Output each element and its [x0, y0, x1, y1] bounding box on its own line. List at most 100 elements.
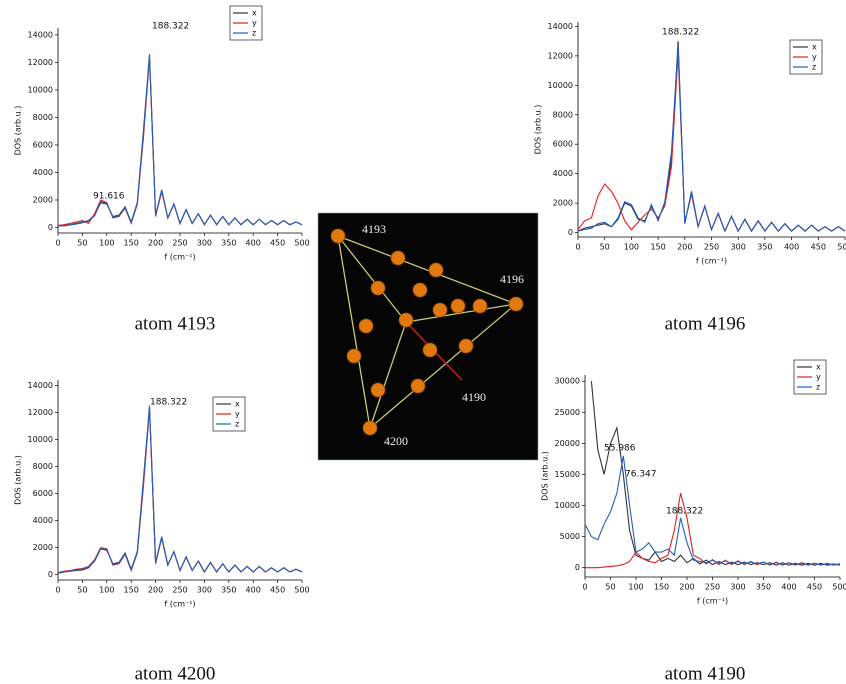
x-tick-label: 250: [172, 586, 187, 595]
x-tick-label: 400: [784, 243, 799, 252]
x-tick-label: 500: [832, 583, 846, 592]
x-tick-label: 350: [757, 243, 772, 252]
y-tick-label: 10000: [555, 501, 580, 510]
atom: [432, 302, 448, 318]
annotation: 188.322: [150, 398, 187, 408]
x-tick-label: 150: [124, 586, 139, 595]
annotation: 188.322: [662, 28, 699, 38]
x-tick-label: 500: [837, 243, 846, 252]
x-tick-label: 500: [294, 239, 309, 248]
legend-label: z: [816, 383, 820, 392]
atom: [422, 342, 438, 358]
y-tick-label: 5000: [560, 532, 580, 541]
inner-edge: [369, 321, 407, 429]
x-tick-label: 300: [730, 583, 745, 592]
chart: 0 2000 4000 6000 8000 10000 12000 14000 0 50 100 15…: [534, 22, 846, 334]
x-tick-label: 450: [270, 239, 285, 248]
atom: [458, 338, 474, 354]
y-tick-label: 14000: [548, 22, 573, 31]
y-tick-label: 8000: [33, 113, 53, 122]
y-tick-label: 10000: [28, 85, 53, 94]
y-tick-label: 20000: [555, 439, 580, 448]
x-tick-label: 0: [582, 583, 587, 592]
legend-label: z: [252, 29, 256, 38]
x-tick-label: 300: [731, 243, 746, 252]
atom-label: 4196: [500, 272, 524, 286]
atom: [398, 312, 414, 328]
legend-label: x: [812, 43, 817, 52]
x-tick-label: 450: [807, 583, 822, 592]
chart: 0 5000 10000 15000 20000 25000 30000 0 50 100 150 2…: [541, 359, 846, 684]
atom: [358, 318, 374, 334]
legend-label: z: [812, 63, 816, 72]
legend-label: x: [235, 400, 240, 409]
y-tick-label: 0: [575, 563, 580, 572]
annotation: 55.986: [604, 444, 636, 454]
atom: [508, 296, 524, 312]
atom-label: 4190: [462, 390, 486, 404]
y-tick-label: 12000: [28, 58, 53, 67]
y-tick-label: 6000: [553, 140, 573, 149]
caption: atom 4193: [135, 313, 216, 334]
x-tick-label: 0: [55, 586, 60, 595]
x-tick-label: 50: [77, 586, 87, 595]
x-tick-label: 400: [781, 583, 796, 592]
x-tick-label: 400: [246, 239, 261, 248]
y-tick-label: 0: [48, 223, 53, 232]
x-tick-label: 150: [124, 239, 139, 248]
x-tick-label: 300: [197, 586, 212, 595]
atom: [472, 298, 488, 314]
legend-label: y: [816, 373, 821, 382]
x-tick-label: 100: [99, 586, 114, 595]
series-line: [57, 405, 303, 574]
x-tick-label: 350: [221, 586, 236, 595]
series-line: [585, 492, 841, 569]
x-tick-label: 200: [148, 239, 163, 248]
x-tick-label: 0: [575, 243, 580, 252]
y-tick-label: 8000: [33, 462, 53, 471]
x-tick-label: 50: [605, 583, 615, 592]
legend-label: y: [252, 19, 257, 28]
x-tick-label: 350: [756, 583, 771, 592]
outer-triangle: [337, 234, 518, 430]
atom: [390, 250, 406, 266]
legend-label: y: [812, 53, 817, 62]
y-tick-label: 30000: [555, 377, 580, 386]
annotation: 76.347: [625, 470, 657, 480]
series-line: [57, 406, 303, 574]
atom: [370, 280, 386, 296]
atom: [412, 282, 428, 298]
y-tick-label: 6000: [33, 489, 53, 498]
x-tick-label: 100: [99, 239, 114, 248]
atom: [362, 420, 378, 436]
x-axis-label: f (cm⁻¹): [696, 257, 727, 266]
x-tick-label: 250: [704, 243, 719, 252]
x-tick-label: 100: [628, 583, 643, 592]
y-tick-label: 4000: [33, 516, 53, 525]
atom: [330, 228, 346, 244]
y-tick-label: 14000: [28, 381, 53, 390]
legend-label: y: [235, 410, 240, 419]
series-line: [577, 45, 846, 233]
y-tick-label: 8000: [553, 110, 573, 119]
x-tick-label: 250: [705, 583, 720, 592]
atom: [410, 378, 426, 394]
y-axis-label: DOS (arb.u.): [14, 455, 23, 505]
y-axis-label: DOS (arb.u.): [541, 451, 550, 501]
y-axis-label: DOS (arb.u.): [14, 106, 23, 156]
x-tick-label: 150: [650, 243, 665, 252]
x-tick-label: 100: [624, 243, 639, 252]
caption: atom 4196: [665, 313, 746, 334]
legend-label: x: [816, 363, 821, 372]
atom: [346, 348, 362, 364]
x-tick-label: 200: [677, 243, 692, 252]
legend-label: x: [252, 9, 257, 18]
x-tick-label: 450: [270, 586, 285, 595]
y-tick-label: 2000: [553, 199, 573, 208]
atom: [428, 262, 444, 278]
y-tick-label: 0: [48, 570, 53, 579]
x-tick-label: 200: [148, 586, 163, 595]
y-tick-label: 14000: [28, 30, 53, 39]
